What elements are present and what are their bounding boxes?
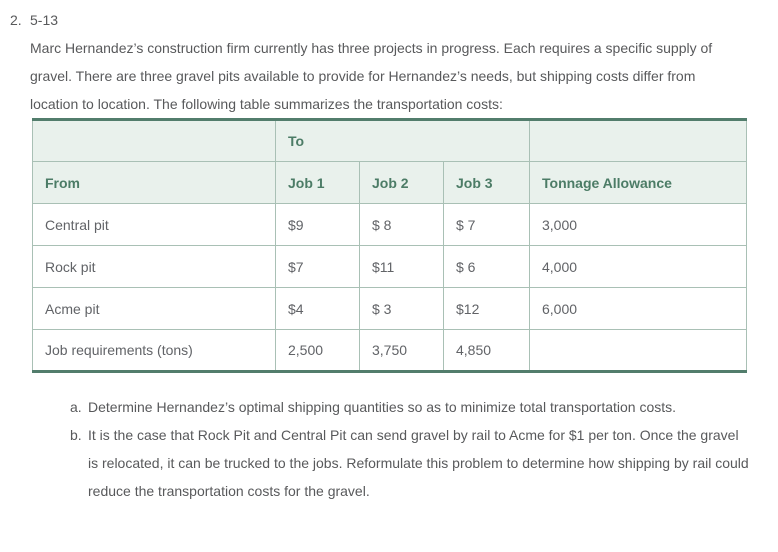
column-header-job3: Job 3: [443, 161, 530, 204]
cost-cell: $ 6: [443, 245, 530, 288]
empty-corner-cell: [32, 119, 276, 162]
problem-intro-paragraph: Marc Hernandez’s construction firm curre…: [30, 40, 713, 112]
requirement-cell: 4,850: [443, 329, 530, 372]
requirement-cell: 2,500: [275, 329, 360, 372]
table-row-acme-pit: Acme pit $4 $ 3 $12 6,000: [32, 287, 747, 330]
question-a-marker: a.: [70, 399, 82, 415]
tonnage-cell: 6,000: [529, 287, 747, 330]
cost-cell: $7: [275, 245, 360, 288]
table-group-header-row: To: [32, 119, 747, 162]
table-row-rock-pit: Rock pit $7 $11 $ 6 4,000: [32, 245, 747, 288]
cost-cell: $ 3: [359, 287, 444, 330]
table-row-central-pit: Central pit $9 $ 8 $ 7 3,000: [32, 203, 747, 246]
question-b-text: It is the case that Rock Pit and Central…: [88, 427, 749, 499]
row-label-cell: Acme pit: [32, 287, 276, 330]
to-group-header-cell: To: [275, 119, 530, 162]
column-header-from: From: [32, 161, 276, 204]
table-row-job-requirements: Job requirements (tons) 2,500 3,750 4,85…: [32, 329, 747, 372]
problem-list-marker: 2.: [10, 12, 22, 28]
cost-cell: $4: [275, 287, 360, 330]
question-b: b. It is the case that Rock Pit and Cent…: [70, 421, 750, 505]
column-header-job1: Job 1: [275, 161, 360, 204]
transportation-costs-table: To From Job 1 Job 2 Job 3 Tonnage Allowa…: [32, 118, 747, 373]
column-header-tonnage-allowance: Tonnage Allowance: [529, 161, 747, 204]
row-label-cell: Job requirements (tons): [32, 329, 276, 372]
question-list: a. Determine Hernandez’s optimal shippin…: [70, 393, 750, 505]
problem-block: 2. 5-13 Marc Hernandez’s construction fi…: [10, 6, 768, 505]
tonnage-cell: 3,000: [529, 203, 747, 246]
column-header-job2: Job 2: [359, 161, 444, 204]
tonnage-cell: 4,000: [529, 245, 747, 288]
cost-cell: $12: [443, 287, 530, 330]
cost-cell: $9: [275, 203, 360, 246]
question-b-marker: b.: [70, 427, 82, 443]
document-page: 2. 5-13 Marc Hernandez’s construction fi…: [10, 6, 768, 505]
cost-cell: $ 8: [359, 203, 444, 246]
row-label-cell: Rock pit: [32, 245, 276, 288]
requirement-cell: 3,750: [359, 329, 444, 372]
row-label-cell: Central pit: [32, 203, 276, 246]
question-a: a. Determine Hernandez’s optimal shippin…: [70, 393, 750, 421]
empty-tonnage-header-cell: [529, 119, 747, 162]
problem-number: 5-13: [30, 12, 59, 28]
cost-cell: $11: [359, 245, 444, 288]
table-column-header-row: From Job 1 Job 2 Job 3 Tonnage Allowance: [32, 161, 747, 204]
cost-cell: $ 7: [443, 203, 530, 246]
empty-cell: [529, 329, 747, 372]
question-a-text: Determine Hernandez’s optimal shipping q…: [88, 399, 677, 415]
